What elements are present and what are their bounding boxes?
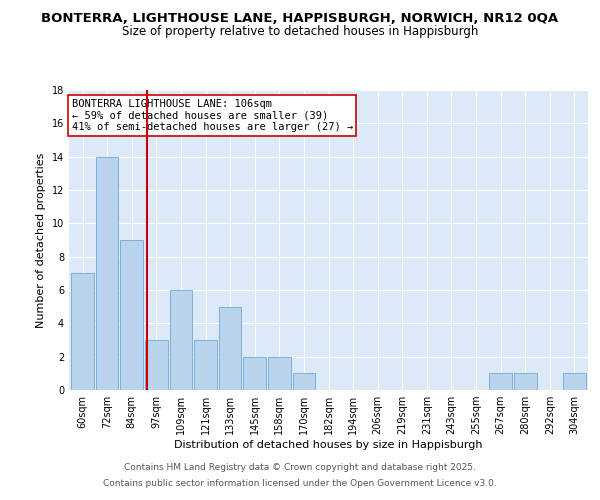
Bar (194, 340, 217, 390)
Text: BONTERRA LIGHTHOUSE LANE: 106sqm
← 59% of detached houses are smaller (39)
41% o: BONTERRA LIGHTHOUSE LANE: 106sqm ← 59% o… (71, 99, 353, 132)
Bar (219, 306, 241, 390)
Bar (563, 374, 586, 390)
Text: BONTERRA, LIGHTHOUSE LANE, HAPPISBURGH, NORWICH, NR12 0QA: BONTERRA, LIGHTHOUSE LANE, HAPPISBURGH, … (41, 12, 559, 26)
Bar (293, 374, 315, 390)
Bar (514, 374, 536, 390)
Bar (170, 290, 192, 390)
Bar (121, 240, 143, 390)
Bar (96, 156, 118, 390)
Bar (71, 274, 94, 390)
Bar (268, 356, 290, 390)
X-axis label: Distribution of detached houses by size in Happisburgh: Distribution of detached houses by size … (174, 440, 483, 450)
Text: Contains HM Land Registry data © Crown copyright and database right 2025.: Contains HM Land Registry data © Crown c… (124, 464, 476, 472)
Y-axis label: Number of detached properties: Number of detached properties (36, 152, 46, 328)
Text: Size of property relative to detached houses in Happisburgh: Size of property relative to detached ho… (122, 25, 478, 38)
Text: Contains public sector information licensed under the Open Government Licence v3: Contains public sector information licen… (103, 478, 497, 488)
Bar (490, 374, 512, 390)
Bar (145, 340, 167, 390)
Bar (244, 356, 266, 390)
